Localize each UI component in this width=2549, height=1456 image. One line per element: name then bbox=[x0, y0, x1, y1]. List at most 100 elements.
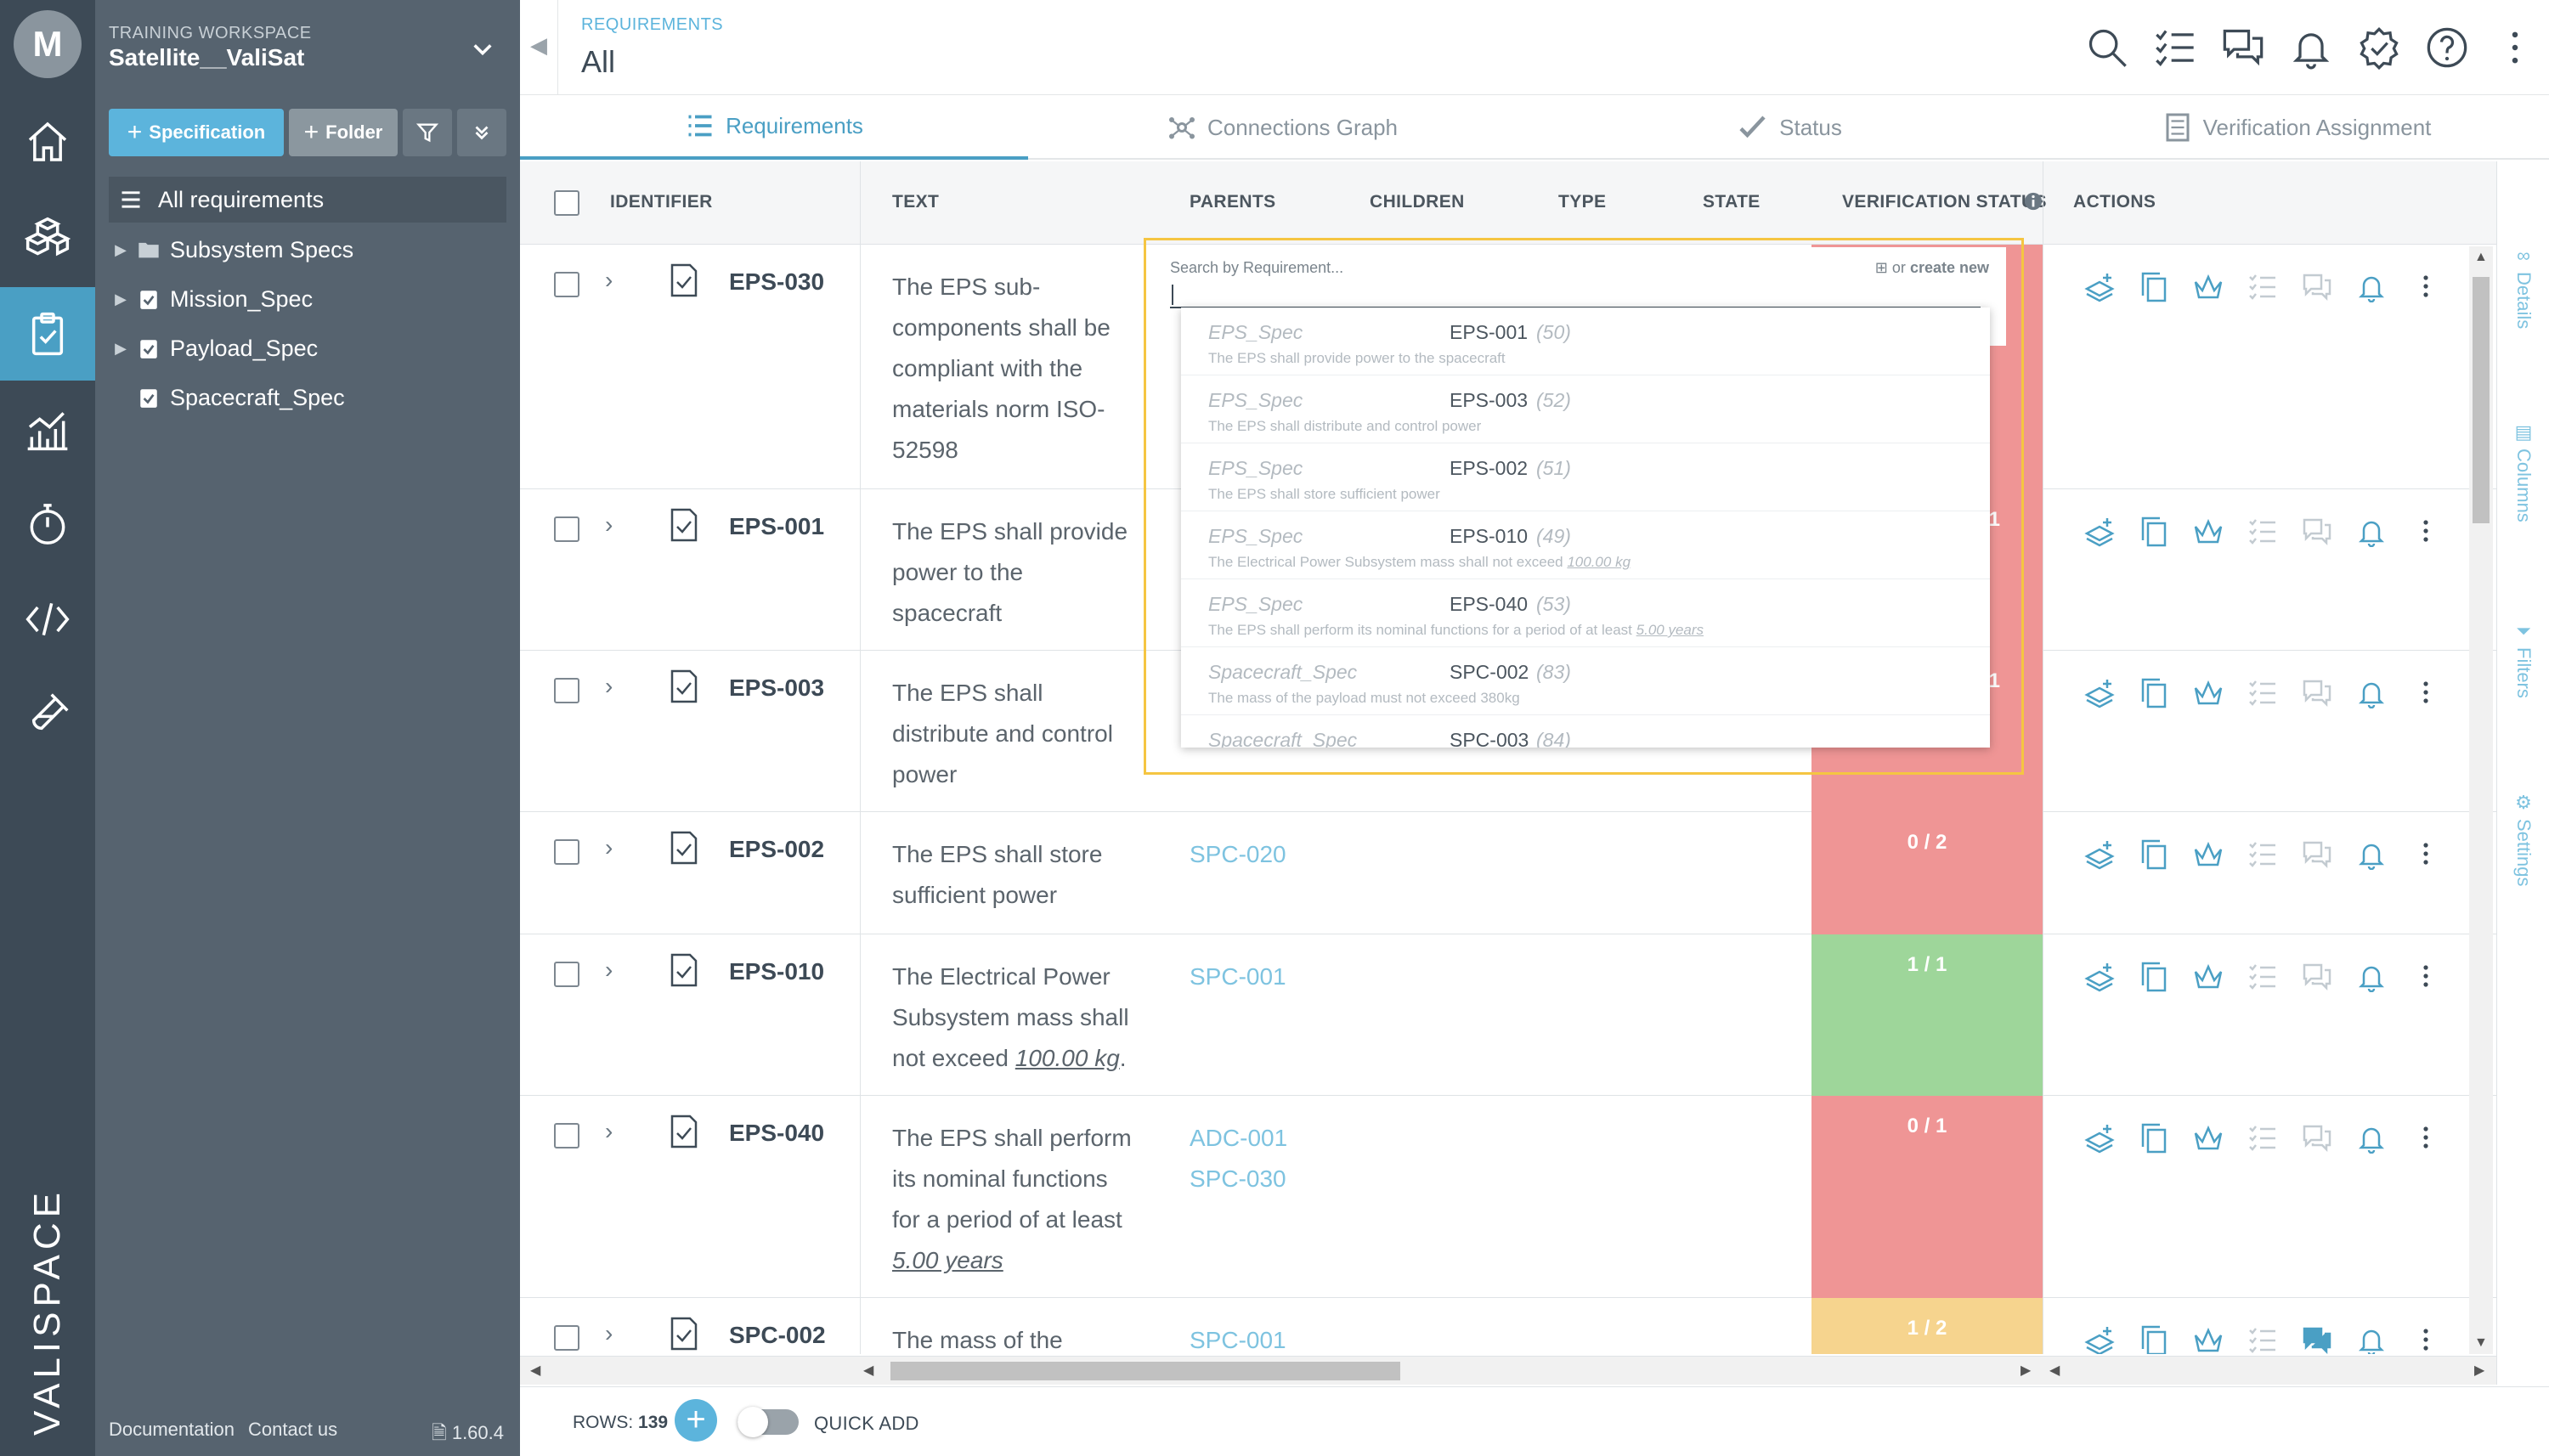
parent-link[interactable]: SPC-001 bbox=[1190, 1327, 1286, 1353]
tree-item-payload-spec[interactable]: ▶ Payload_Spec bbox=[109, 328, 318, 369]
verification-status-cell[interactable]: 0 / 1 bbox=[1811, 1096, 2043, 1298]
row-checkbox[interactable] bbox=[554, 962, 579, 987]
search-result-item[interactable]: EPS_Spec EPS-001 (50) The EPS shall prov… bbox=[1181, 308, 1990, 375]
discussion-icon[interactable] bbox=[2301, 676, 2333, 708]
verification-status-cell[interactable]: 1 / 2 bbox=[1811, 1298, 2043, 1354]
more-vertical-icon[interactable] bbox=[2410, 1323, 2442, 1354]
add-child-icon[interactable] bbox=[2083, 1323, 2116, 1354]
tree-item-spacecraft-spec[interactable]: Spacecraft_Spec bbox=[109, 377, 345, 418]
checklist-icon[interactable] bbox=[2247, 270, 2279, 302]
tab-status[interactable]: Status bbox=[1536, 95, 2044, 160]
expand-arrow-icon[interactable]: ▶ bbox=[115, 339, 127, 357]
requirement-id[interactable]: EPS-002 bbox=[729, 836, 825, 862]
requirement-text[interactable]: The EPS shall distribute and control pow… bbox=[892, 680, 1113, 787]
verified-badge-icon[interactable] bbox=[2357, 25, 2401, 70]
avatar[interactable]: M bbox=[14, 10, 82, 78]
column-header-type[interactable]: TYPE bbox=[1558, 192, 1607, 212]
requirement-text[interactable]: The Electrical Power Subsystem mass shal… bbox=[892, 957, 1139, 1079]
analytics-icon[interactable] bbox=[0, 382, 95, 476]
expand-arrow-icon[interactable]: ▶ bbox=[115, 240, 127, 258]
verification-status-cell[interactable]: 0 / 2 bbox=[1811, 812, 2043, 934]
copy-icon[interactable] bbox=[2138, 960, 2170, 992]
bell-icon[interactable] bbox=[2355, 960, 2388, 992]
more-vertical-icon[interactable] bbox=[2410, 515, 2442, 547]
help-icon[interactable] bbox=[2425, 25, 2469, 70]
search-result-item[interactable]: EPS_Spec EPS-002 (51) The EPS shall stor… bbox=[1181, 443, 1990, 511]
crown-icon[interactable] bbox=[2192, 1323, 2224, 1354]
tree-item-subsystem-specs[interactable]: ▶ Subsystem Specs bbox=[109, 229, 353, 270]
row-checkbox[interactable] bbox=[554, 272, 579, 297]
more-vertical-icon[interactable] bbox=[2410, 960, 2442, 992]
code-icon[interactable] bbox=[0, 573, 95, 666]
expand-row-icon[interactable]: › bbox=[605, 1320, 613, 1346]
copy-icon[interactable] bbox=[2138, 1323, 2170, 1354]
column-header-verification-status[interactable]: VERIFICATION STATUS bbox=[1842, 192, 2047, 212]
crown-icon[interactable] bbox=[2192, 960, 2224, 992]
add-folder-button[interactable]: + Folder bbox=[289, 109, 398, 156]
create-new-label[interactable]: create new bbox=[1909, 259, 1989, 276]
crown-icon[interactable] bbox=[2192, 676, 2224, 708]
select-all-checkbox[interactable] bbox=[554, 190, 579, 216]
search-result-item[interactable]: Spacecraft_Spec SPC-002 (83) The mass of… bbox=[1181, 647, 1990, 715]
parent-link[interactable]: SPC-030 bbox=[1190, 1165, 1286, 1192]
requirements-icon[interactable] bbox=[0, 287, 95, 381]
copy-icon[interactable] bbox=[2138, 838, 2170, 870]
requirement-id[interactable]: EPS-003 bbox=[729, 674, 825, 701]
discussion-icon[interactable] bbox=[2301, 270, 2333, 302]
table-row[interactable]: › EPS-010 The Electrical Power Subsystem… bbox=[520, 934, 2496, 1096]
tab-connections-graph[interactable]: Connections Graph bbox=[1028, 95, 1536, 160]
vertical-scrollbar[interactable]: ▲ ▼ bbox=[2469, 246, 2493, 1354]
documentation-link[interactable]: Documentation bbox=[109, 1419, 235, 1440]
requirement-id[interactable]: EPS-001 bbox=[729, 513, 825, 539]
quick-add-toggle[interactable] bbox=[738, 1407, 799, 1437]
expand-row-icon[interactable]: › bbox=[605, 267, 613, 293]
scroll-left-icon[interactable]: ◀ bbox=[2049, 1363, 2060, 1378]
discussion-icon[interactable] bbox=[2301, 838, 2333, 870]
checklist-icon[interactable] bbox=[2247, 676, 2279, 708]
bell-icon[interactable] bbox=[2355, 1323, 2388, 1354]
more-vertical-icon[interactable] bbox=[2410, 838, 2442, 870]
add-child-icon[interactable] bbox=[2083, 960, 2116, 992]
test-tube-icon[interactable] bbox=[0, 668, 95, 761]
add-specification-button[interactable]: + Specification bbox=[109, 109, 284, 156]
components-icon[interactable] bbox=[0, 192, 95, 285]
parent-link[interactable]: SPC-020 bbox=[1190, 841, 1286, 867]
more-vertical-icon[interactable] bbox=[2410, 1121, 2442, 1154]
search-result-item[interactable]: EPS_Spec EPS-010 (49) The Electrical Pow… bbox=[1181, 511, 1990, 579]
scroll-left-icon[interactable]: ◀ bbox=[863, 1363, 874, 1378]
tasks-icon[interactable] bbox=[2153, 25, 2197, 70]
scrollbar-thumb[interactable] bbox=[890, 1362, 1400, 1380]
expand-row-icon[interactable]: › bbox=[605, 673, 613, 699]
details-panel-tab[interactable]: ∞ Details bbox=[2497, 245, 2549, 329]
scroll-left-icon[interactable]: ◀ bbox=[530, 1363, 541, 1378]
expand-row-icon[interactable]: › bbox=[605, 1118, 613, 1144]
discussion-icon[interactable] bbox=[2301, 515, 2333, 547]
expand-all-button[interactable] bbox=[457, 109, 506, 156]
table-row[interactable]: › EPS-040 The EPS shall perform its nomi… bbox=[520, 1096, 2496, 1298]
contact-us-link[interactable]: Contact us bbox=[247, 1419, 338, 1440]
add-child-icon[interactable] bbox=[2083, 1121, 2116, 1154]
filter-button[interactable] bbox=[403, 109, 452, 156]
discussion-icon[interactable] bbox=[2301, 1323, 2333, 1354]
search-icon[interactable] bbox=[2085, 25, 2129, 70]
scrollbar-thumb[interactable] bbox=[2473, 277, 2490, 523]
column-header-actions[interactable]: ACTIONS bbox=[2073, 192, 2156, 212]
filters-panel-tab[interactable]: ⏷ Filters bbox=[2497, 620, 2549, 698]
add-child-icon[interactable] bbox=[2083, 676, 2116, 708]
bell-icon[interactable] bbox=[2355, 1121, 2388, 1154]
table-row[interactable]: › EPS-002 The EPS shall store sufficient… bbox=[520, 812, 2496, 934]
timer-icon[interactable] bbox=[0, 477, 95, 571]
row-checkbox[interactable] bbox=[554, 1123, 579, 1148]
more-vertical-icon[interactable] bbox=[2410, 270, 2442, 302]
search-results-list[interactable]: EPS_Spec EPS-001 (50) The EPS shall prov… bbox=[1181, 308, 1990, 748]
bell-icon[interactable] bbox=[2355, 676, 2388, 708]
horizontal-scrollbar[interactable]: ◀ ◀ ▶ ◀ ▶ bbox=[520, 1356, 2496, 1385]
row-checkbox[interactable] bbox=[554, 839, 579, 865]
search-result-item[interactable]: EPS_Spec EPS-040 (53) The EPS shall perf… bbox=[1181, 579, 1990, 647]
parent-link[interactable]: SPC-001 bbox=[1190, 963, 1286, 990]
scroll-down-icon[interactable]: ▼ bbox=[2474, 1335, 2488, 1350]
table-row[interactable]: › SPC-002 The mass of the SPC-001 1 / 2 bbox=[520, 1298, 2496, 1354]
column-header-text[interactable]: TEXT bbox=[892, 192, 940, 212]
tab-verification-assignment[interactable]: Verification Assignment bbox=[2044, 95, 2549, 160]
bell-icon[interactable] bbox=[2355, 838, 2388, 870]
